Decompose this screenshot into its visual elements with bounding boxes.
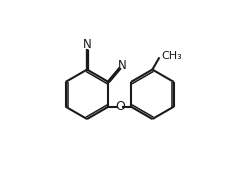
Text: CH₃: CH₃ [162,51,182,61]
Text: O: O [115,100,125,113]
Text: N: N [83,38,92,51]
Text: N: N [118,59,127,72]
